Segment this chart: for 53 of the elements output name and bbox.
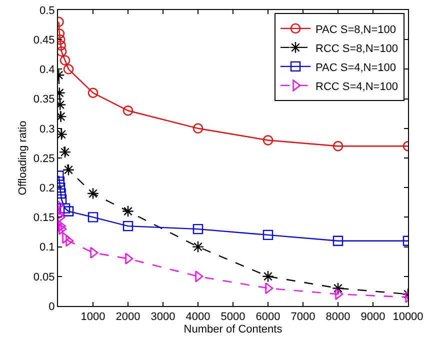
y-tick-label: 0.45 <box>33 34 55 46</box>
point <box>58 223 67 235</box>
point <box>332 282 344 294</box>
x-tick-label: 6000 <box>256 311 280 324</box>
point <box>262 230 274 240</box>
y-tick-label: 0.15 <box>33 212 55 224</box>
y-tick-label: 0.1 <box>40 242 55 254</box>
point <box>63 64 74 74</box>
x-tick-label: 5000 <box>220 311 246 324</box>
point <box>88 212 98 222</box>
point <box>122 106 134 116</box>
x-tick-label: 3000 <box>150 311 176 324</box>
x-tick-label: 9000 <box>360 311 386 324</box>
legend-label: RCC S=4,N=100 <box>316 80 398 93</box>
y-tick-label: 0.25 <box>33 152 55 165</box>
x-tick-label: 8000 <box>326 311 350 324</box>
point <box>122 205 134 218</box>
x-tick-label: 1000 <box>80 311 106 324</box>
y-tick-label: 0.05 <box>33 271 55 284</box>
point <box>63 206 74 216</box>
point <box>66 235 74 247</box>
y-axis-title: Offloading ratio <box>17 120 30 196</box>
y-tick-label: 0.3 <box>40 123 55 136</box>
y-tick-label: 0.35 <box>33 94 55 106</box>
point <box>192 224 204 234</box>
y-tick-label: 0.2 <box>40 182 55 194</box>
x-tick-label: 7000 <box>290 311 316 324</box>
y-tick-label: 0 <box>48 300 55 313</box>
point <box>62 164 74 176</box>
x-axis-title: Number of Contents <box>184 323 283 336</box>
point <box>262 135 274 146</box>
point <box>262 270 274 282</box>
point <box>59 146 71 158</box>
point <box>192 240 204 253</box>
point <box>62 232 70 244</box>
y-tick-label: 0.4 <box>40 64 55 76</box>
point <box>88 88 98 98</box>
y-tick-label: 0.5 <box>40 4 55 17</box>
legend-label: PAC S=4,N=100 <box>316 62 396 74</box>
point <box>60 203 70 214</box>
point <box>87 188 99 200</box>
point <box>332 141 344 152</box>
point <box>122 220 134 232</box>
point <box>195 270 204 282</box>
point <box>192 123 204 134</box>
x-tick-label: 10000 <box>392 311 424 324</box>
point <box>332 236 344 246</box>
point <box>125 252 134 264</box>
x-tick-label: 2000 <box>116 311 140 324</box>
x-tick-label: 4000 <box>186 311 210 324</box>
point <box>60 55 70 66</box>
legend-label: RCC S=8,N=100 <box>316 42 398 55</box>
legend-label: PAC S=8,N=100 <box>316 24 396 36</box>
